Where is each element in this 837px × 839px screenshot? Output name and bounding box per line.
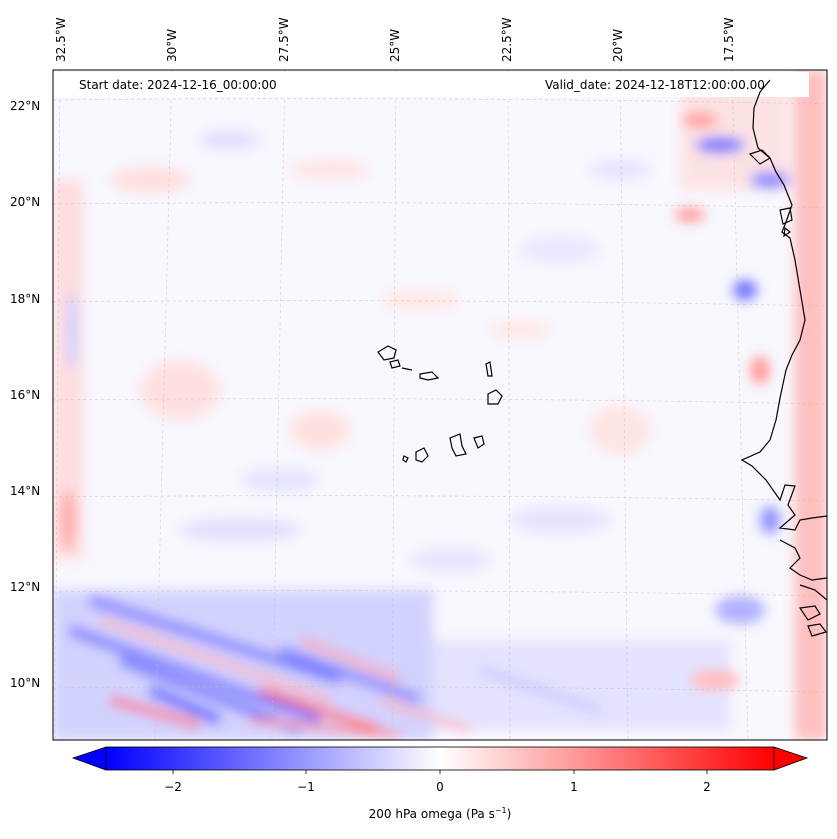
colorbar-label-exponent: −1 <box>494 806 507 815</box>
colorbar-tick-label: 0 <box>436 780 444 794</box>
lon-label: 17.5°W <box>722 17 736 62</box>
map-header-strip <box>53 72 809 97</box>
lat-label: 16°N <box>10 388 41 402</box>
colorbar <box>71 746 809 774</box>
colorbar-body <box>105 746 775 771</box>
omega-coast-red <box>795 70 827 740</box>
lat-label: 12°N <box>10 580 41 594</box>
lon-label: 30°W <box>165 28 179 62</box>
lon-label: 22.5°W <box>500 17 514 62</box>
colorbar-tick-label: −2 <box>164 780 182 794</box>
omega-stripes <box>68 595 601 738</box>
colorbar-ticks <box>172 770 708 774</box>
lat-label: 10°N <box>10 676 41 690</box>
colorbar-tick-label: 1 <box>570 780 578 794</box>
lat-label: 14°N <box>10 484 41 498</box>
colorbar-label-text: 200 hPa omega (Pa s <box>368 807 495 821</box>
start-date-label: Start date: 2024-12-16_00:00:00 <box>79 78 277 92</box>
map-panel <box>53 70 827 740</box>
omega-field <box>53 70 827 740</box>
map-frame <box>52 69 828 741</box>
cape-verde-islands <box>377 345 503 463</box>
lat-label: 18°N <box>10 292 41 306</box>
coastline <box>740 79 827 637</box>
lat-label: 20°N <box>10 195 41 209</box>
colorbar-tick-label: 2 <box>703 780 711 794</box>
lon-label: 25°W <box>388 28 402 62</box>
colorbar-tick-label: −1 <box>297 780 315 794</box>
omega-coast-stripes <box>680 80 790 190</box>
colorbar-extend-high <box>773 746 809 771</box>
lon-label: 20°W <box>611 28 625 62</box>
africa-coastline <box>740 79 827 531</box>
colorbar-label: 200 hPa omega (Pa s−1) <box>0 806 837 821</box>
gridlines <box>53 70 827 740</box>
omega-band-south <box>53 590 433 740</box>
lat-label: 22°N <box>10 99 41 113</box>
lon-label: 27.5°W <box>277 17 291 62</box>
lon-label: 32.5°W <box>54 17 68 62</box>
valid-date-label: Valid_date: 2024-12-18T12:00:00.00 <box>545 78 765 92</box>
omega-band-south-east <box>430 640 730 730</box>
colorbar-extend-low <box>71 746 107 771</box>
colorbar-label-close: ) <box>506 807 512 821</box>
